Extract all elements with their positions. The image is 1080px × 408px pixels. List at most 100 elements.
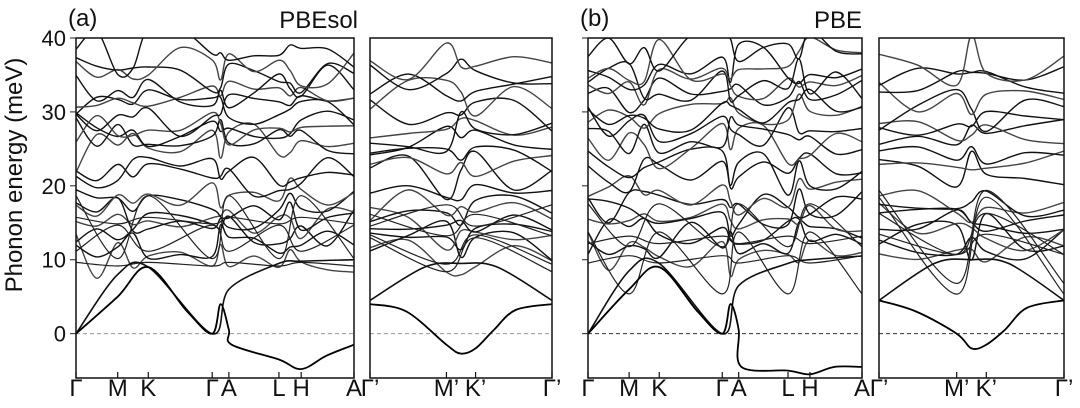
phonon-band xyxy=(588,146,862,190)
k-point-label: M xyxy=(619,375,639,402)
phonon-band xyxy=(588,231,862,295)
phonon-band xyxy=(76,157,354,198)
phonon-band xyxy=(588,58,862,104)
phonon-band xyxy=(879,110,1064,136)
phonon-band xyxy=(588,255,862,264)
phonon-band xyxy=(370,213,552,237)
panel-letter-label: (b) xyxy=(580,5,609,32)
phonon-band xyxy=(588,122,862,170)
phonon-band xyxy=(76,189,354,231)
panel-letter-label: (a) xyxy=(68,5,97,32)
phonon-band xyxy=(370,238,552,277)
functional-label: PBEsol xyxy=(279,7,358,34)
phonon-band xyxy=(588,38,862,72)
acoustic-branch xyxy=(370,262,552,302)
phonon-band xyxy=(76,122,354,173)
band-segment: Γ’ M’ K’ Γ’ xyxy=(361,37,562,402)
phonon-band xyxy=(588,203,862,248)
phonon-band xyxy=(588,88,862,133)
phonon-band xyxy=(370,204,552,227)
acoustic-branch xyxy=(76,258,354,335)
phonon-band xyxy=(879,212,1064,256)
k-point-label: Γ’ xyxy=(543,375,562,402)
k-point-label: A xyxy=(221,375,237,402)
y-tick-label: 20 xyxy=(42,174,66,199)
phonon-band xyxy=(879,150,1064,171)
k-point-label: Γ xyxy=(581,375,594,402)
y-tick-label: 10 xyxy=(42,248,66,273)
phonon-band xyxy=(76,117,354,155)
phonon-band xyxy=(370,58,552,91)
phonon-band xyxy=(370,73,552,102)
phonon-band xyxy=(588,203,862,233)
k-point-label: Γ xyxy=(716,375,729,402)
phonon-band xyxy=(879,145,1064,165)
phonon-band xyxy=(370,214,552,233)
k-point-label: K xyxy=(140,375,156,402)
phonon-band xyxy=(76,206,354,240)
phonon-band xyxy=(370,237,552,273)
k-point-label: A xyxy=(854,375,870,402)
phonon-band xyxy=(588,93,862,129)
phonon-band xyxy=(879,233,1064,256)
phonon-band xyxy=(76,89,354,126)
y-tick-label: 0 xyxy=(54,322,66,347)
k-point-label: H xyxy=(293,375,310,402)
k-point-label: H xyxy=(801,375,818,402)
phonon-band xyxy=(76,64,354,109)
phonon-band xyxy=(370,219,552,261)
phonon-band xyxy=(370,77,552,117)
k-point-label: K’ xyxy=(465,375,486,402)
phonon-band xyxy=(879,190,1064,218)
k-point-label: Γ xyxy=(206,375,219,402)
k-point-label: M xyxy=(108,375,128,402)
phonon-band xyxy=(588,116,862,156)
phonon-band xyxy=(588,106,862,147)
phonon-band xyxy=(879,202,1064,252)
panel-frame xyxy=(369,37,553,379)
phonon-band xyxy=(76,224,354,252)
y-tick-label: 30 xyxy=(42,100,66,125)
k-point-label: K’ xyxy=(976,375,997,402)
acoustic-branch xyxy=(879,258,1064,302)
phonon-band xyxy=(76,80,354,108)
phonon-band xyxy=(76,46,354,89)
band-segment: Γ’ M’ K’ Γ’ xyxy=(870,37,1074,402)
phonon-band xyxy=(76,155,354,189)
phonon-band xyxy=(76,233,354,279)
phonon-band xyxy=(76,209,354,247)
k-point-label: L xyxy=(781,375,794,402)
phonon-band xyxy=(76,57,354,94)
phonon-band xyxy=(370,145,552,173)
band-curves xyxy=(370,42,552,355)
phonon-band xyxy=(76,261,354,267)
k-point-label: L xyxy=(272,375,285,402)
phonon-band xyxy=(370,206,552,251)
phonon-band xyxy=(370,189,552,222)
phonon-band xyxy=(76,195,354,260)
phonon-band xyxy=(879,150,1064,188)
phonon-band xyxy=(370,183,552,202)
k-point-label: Γ xyxy=(69,375,82,402)
functional-label: PBE xyxy=(814,7,862,34)
phonon-band xyxy=(879,120,1064,145)
k-point-label: M’ xyxy=(434,375,459,402)
phonon-band xyxy=(370,154,552,178)
phonon-band xyxy=(76,93,354,138)
panel-frame xyxy=(878,37,1065,379)
phonon-band xyxy=(370,110,552,155)
phonon-band xyxy=(370,234,552,265)
band-curves xyxy=(588,38,862,376)
y-axis-label: Phonon energy (meV) xyxy=(1,58,28,293)
phonon-band xyxy=(370,42,552,81)
soft-mode-branch xyxy=(370,303,552,355)
soft-mode-branch xyxy=(588,265,862,376)
phonon-band xyxy=(879,196,1064,295)
k-point-label: Γ’ xyxy=(1055,375,1074,402)
phonon-band xyxy=(588,175,862,216)
k-point-label: M’ xyxy=(944,375,969,402)
